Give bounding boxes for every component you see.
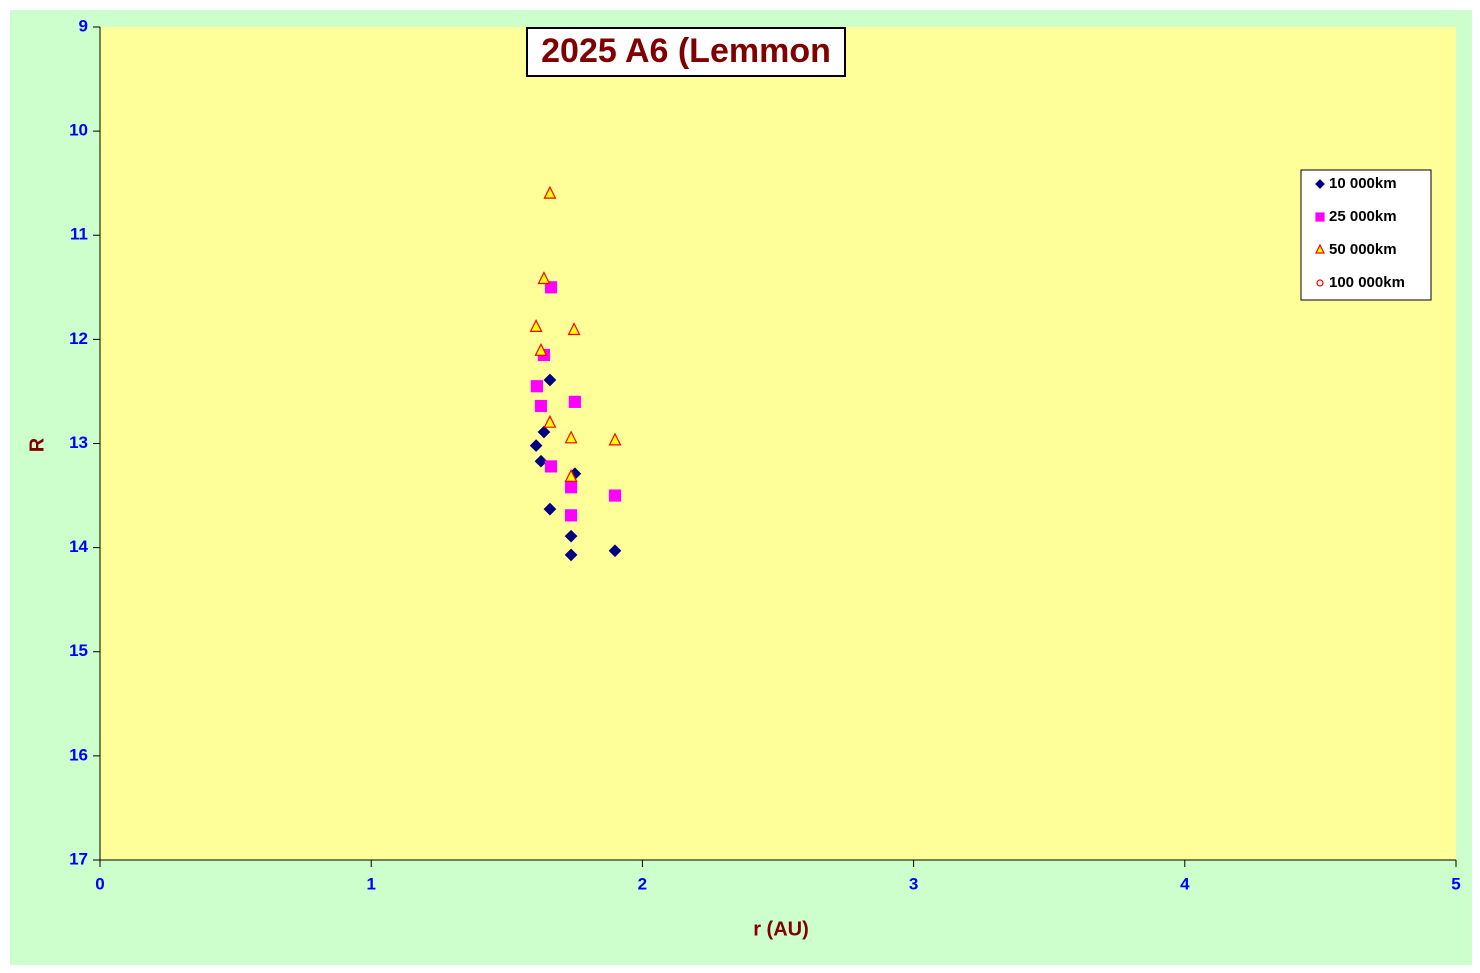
x-axis-label: r (AU)	[753, 918, 809, 940]
legend-label: 10 000km	[1329, 175, 1397, 192]
legend-label: 25 000km	[1329, 208, 1397, 225]
point	[544, 281, 558, 294]
plot-area	[100, 27, 1456, 860]
x-tick-label: 3	[909, 874, 918, 893]
legend-label: 100 000km	[1329, 274, 1405, 291]
y-tick-label: 10	[69, 121, 88, 140]
legend	[1300, 169, 1432, 301]
y-tick-label: 13	[69, 433, 88, 452]
point	[534, 399, 548, 413]
point	[608, 544, 622, 558]
point	[564, 509, 578, 522]
legend-marker	[1315, 212, 1325, 222]
point	[530, 380, 544, 393]
y-tick-label: 11	[70, 225, 88, 244]
y-tick-label: 14	[69, 537, 88, 556]
title-box	[526, 27, 846, 77]
y-axis-label: R	[26, 437, 48, 452]
point	[529, 439, 543, 452]
point	[568, 395, 581, 408]
point	[564, 468, 578, 482]
point	[544, 460, 558, 473]
point	[529, 319, 543, 332]
point	[543, 373, 557, 387]
point	[608, 489, 622, 502]
point	[537, 271, 551, 285]
point	[543, 502, 557, 516]
legend-marker	[1315, 179, 1325, 189]
point	[567, 322, 581, 336]
point	[608, 432, 622, 446]
chart-title: 2025 A6 (Lemmon	[541, 32, 831, 70]
y-tick-label: 16	[69, 745, 88, 764]
legend-marker	[1315, 243, 1325, 254]
x-tick-label: 5	[1451, 874, 1460, 893]
point	[543, 414, 557, 428]
x-tick-label: 4	[1180, 874, 1190, 893]
x-tick-label: 1	[366, 874, 375, 893]
legend-label: 50 000km	[1329, 241, 1397, 258]
y-tick-label: 9	[79, 16, 88, 35]
point	[564, 529, 578, 543]
y-tick-label: 12	[69, 329, 88, 348]
y-tick-label: 15	[69, 641, 88, 660]
y-tick-label: 17	[69, 849, 88, 868]
x-tick-label: 0	[95, 874, 104, 893]
point	[564, 430, 578, 444]
point	[534, 454, 548, 468]
point	[537, 425, 551, 439]
point	[543, 185, 557, 199]
point	[564, 548, 578, 562]
x-tick-label: 2	[638, 874, 647, 893]
legend-marker	[1316, 279, 1324, 287]
point	[564, 481, 578, 494]
point	[534, 342, 548, 356]
